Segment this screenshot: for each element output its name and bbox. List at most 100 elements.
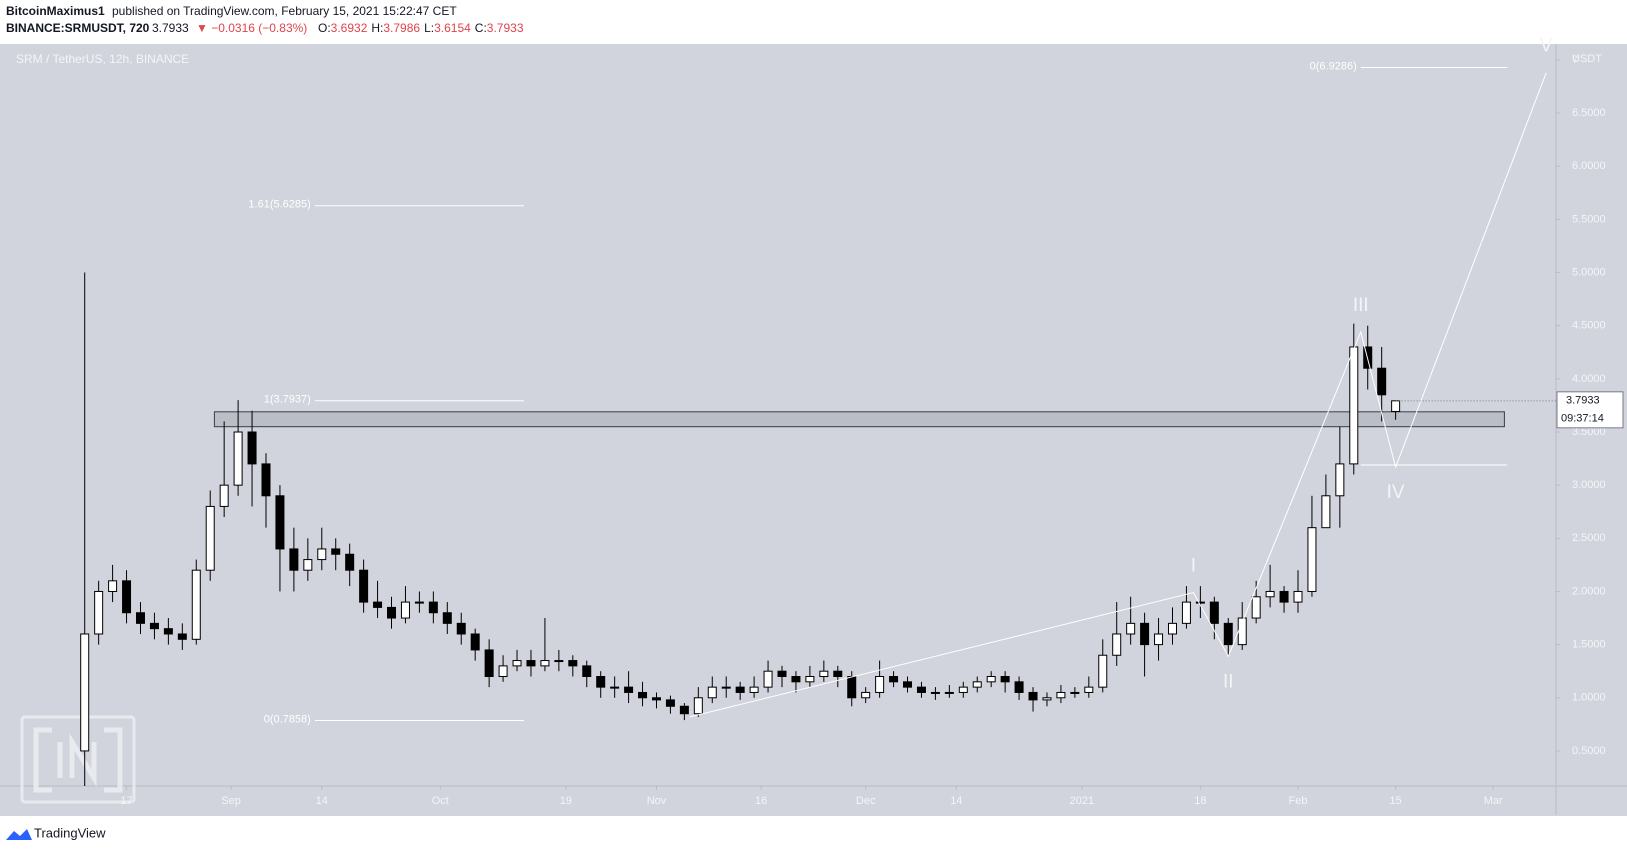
candle-body: [930, 691, 940, 694]
candle-body: [1209, 601, 1219, 624]
author: BitcoinMaximus1: [6, 4, 105, 18]
y-unit: USDT: [1572, 53, 1602, 65]
candle-body: [972, 681, 982, 688]
x-tick-label: 14: [950, 795, 962, 807]
ohlc-key: C:: [475, 21, 487, 35]
candle-body: [94, 590, 104, 635]
wave-label: V: [1540, 36, 1553, 57]
candle-body: [233, 431, 243, 486]
candle-body: [568, 660, 578, 667]
y-tick-label: 5.0000: [1572, 266, 1606, 278]
candle-body: [763, 670, 773, 688]
candle-body: [986, 676, 996, 683]
candle-body: [847, 676, 857, 699]
y-tick-label: 2.5000: [1572, 532, 1606, 544]
candle-body: [624, 686, 634, 693]
chart-title: SRM / TetherUS, 12h, BINANCE: [16, 52, 189, 66]
candle-body: [526, 660, 536, 667]
resistance-zone: [213, 411, 1505, 428]
candle-body: [1377, 367, 1387, 396]
ohlc-key: L:: [424, 21, 434, 35]
y-tick-label: 3.0000: [1572, 479, 1606, 491]
candle-body: [889, 676, 899, 683]
candle-body: [149, 622, 159, 630]
candle-body: [470, 633, 480, 651]
candle-body: [1307, 527, 1317, 592]
candle-body: [387, 606, 397, 619]
footer-brand: TradingView: [34, 825, 106, 840]
y-tick-label: 0.5000: [1572, 745, 1606, 757]
x-tick-label: Dec: [856, 795, 876, 807]
x-tick-label: Sep: [221, 795, 241, 807]
ohlc-value: 3.7933: [487, 21, 524, 35]
candle-body: [693, 697, 703, 715]
x-tick-label: Nov: [647, 795, 667, 807]
candle-body: [498, 665, 508, 678]
candle-body: [1084, 686, 1094, 693]
chart-background: [0, 44, 1627, 816]
candle-body: [651, 697, 661, 701]
candle-body: [122, 580, 132, 614]
candle-body: [819, 670, 829, 678]
candle-body: [749, 686, 759, 693]
watermark: [20, 715, 136, 804]
wave-label: II: [1223, 671, 1234, 692]
candle-body: [916, 686, 926, 693]
candle-body: [1042, 697, 1052, 701]
candle-body: [303, 559, 313, 571]
candle-body: [805, 676, 815, 683]
candle-body: [512, 660, 522, 667]
y-tick-label: 6.5000: [1572, 107, 1606, 119]
candle-body: [1321, 495, 1331, 529]
last-price: 3.7933: [152, 21, 189, 35]
candle-body: [1223, 622, 1233, 646]
fib-label: 1(3.7937): [264, 394, 311, 406]
ohlc-key: O:: [318, 21, 331, 35]
candle-body: [735, 686, 745, 693]
candle-body: [1293, 590, 1303, 603]
candle-body: [540, 660, 550, 667]
candle-body: [1335, 463, 1345, 497]
candle-body: [1098, 654, 1108, 688]
fib-label: 1.61(5.6285): [248, 199, 310, 211]
ohlc-key: H:: [371, 21, 383, 35]
candle-body: [359, 569, 369, 603]
y-tick-label: 2.0000: [1572, 585, 1606, 597]
candle-body: [1251, 596, 1261, 619]
candle-body: [80, 633, 90, 752]
candle-body: [1070, 691, 1080, 694]
candle-body: [1126, 622, 1136, 635]
candle-body: [289, 548, 299, 571]
candle-body: [777, 670, 787, 678]
candle-body: [345, 553, 355, 571]
candle-body: [484, 649, 494, 678]
candle-body: [1265, 590, 1275, 598]
candle-body: [400, 601, 410, 619]
candle-body: [554, 660, 564, 663]
candle-body: [1167, 622, 1177, 635]
x-tick-label: Mar: [1484, 795, 1503, 807]
candle-body: [108, 580, 118, 592]
x-tick-label: 18: [1194, 795, 1206, 807]
ohlc-value: 3.7986: [383, 21, 420, 35]
y-tick-label: 6.0000: [1572, 160, 1606, 172]
published-note: published on TradingView.com, February 1…: [112, 4, 457, 18]
candle-body: [791, 676, 801, 683]
candle-body: [1181, 601, 1191, 624]
candle-body: [944, 691, 954, 694]
candle-body: [875, 676, 885, 693]
price-change: ▼ −0.0316 (−0.83%): [196, 21, 307, 35]
y-tick-label: 3.5000: [1572, 426, 1606, 438]
candle-body: [414, 601, 424, 604]
x-tick-label: 14: [316, 795, 328, 807]
wave-label: I: [1191, 556, 1196, 577]
x-tick-label: Feb: [1289, 795, 1308, 807]
y-tick-label: 5.5000: [1572, 213, 1606, 225]
x-tick-label: 2021: [1070, 795, 1094, 807]
ohlc-value: 3.6932: [331, 21, 368, 35]
candle-body: [903, 681, 913, 688]
candle-body: [261, 463, 271, 497]
candle-body: [135, 612, 145, 624]
price-tag-value: 3.7933: [1566, 395, 1600, 407]
candle-body: [205, 505, 215, 571]
